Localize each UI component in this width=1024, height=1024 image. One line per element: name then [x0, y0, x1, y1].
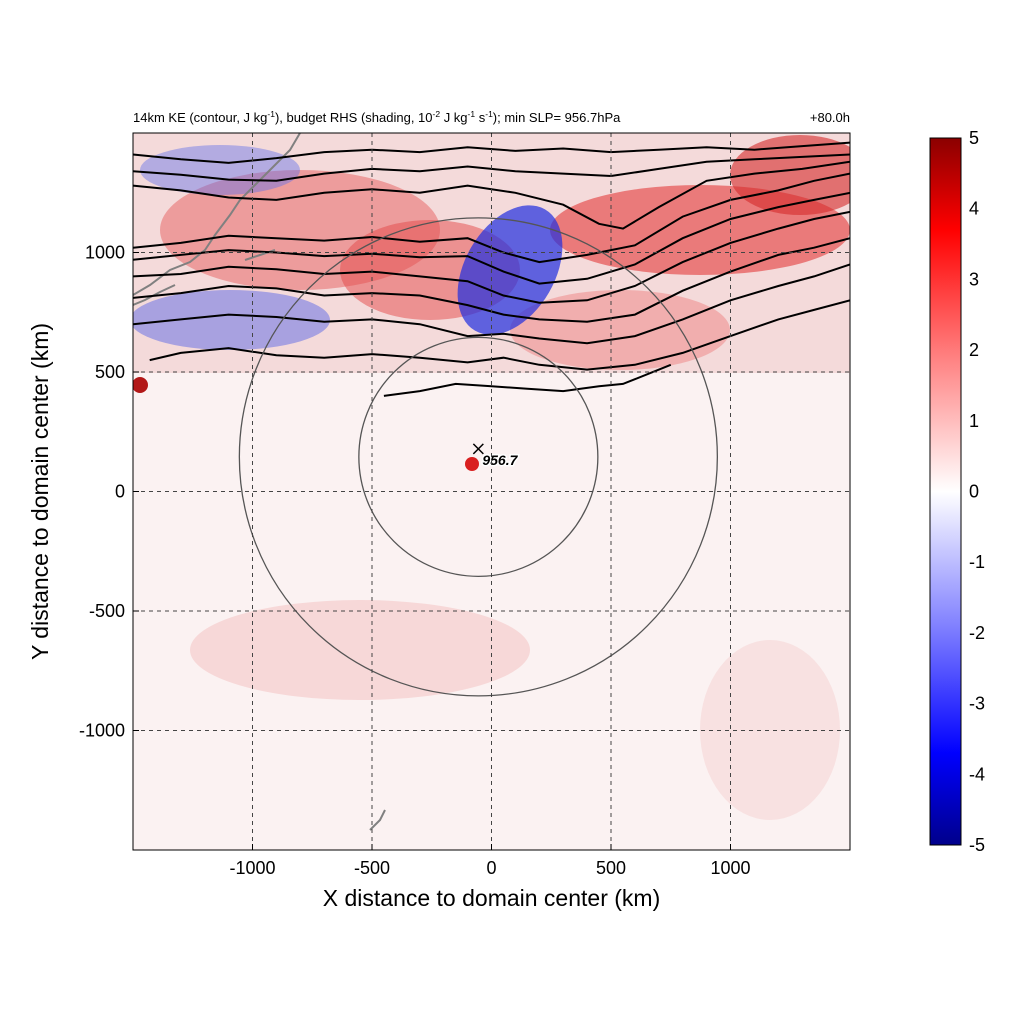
shading-patch-negative — [133, 290, 330, 350]
title-segment: ); min SLP= 956.7hPa — [493, 110, 621, 125]
ke-contour-line — [133, 210, 850, 304]
title-segment: 14km KE (contour, J kg — [133, 110, 267, 125]
storm-center-marker — [472, 443, 484, 455]
colorbar-tick-label: -5 — [969, 835, 985, 855]
storm-core-shading — [465, 457, 479, 471]
min-slp-label: 956.7 — [482, 452, 518, 468]
colorbar-tick-label: 5 — [969, 128, 979, 148]
x-tick-label: 0 — [486, 858, 496, 878]
chart-title: 14km KE (contour, J kg-1), budget RHS (s… — [133, 109, 621, 125]
x-tick-label: -1000 — [229, 858, 275, 878]
shading-patch-weak — [700, 640, 840, 820]
y-tick-label: -500 — [89, 601, 125, 621]
shading-patch-strong — [133, 377, 148, 393]
coastline — [369, 809, 386, 831]
colorbar-tick-label: 2 — [969, 340, 979, 360]
ke-contour-line — [133, 160, 850, 230]
x-tick-label: -500 — [354, 858, 390, 878]
y-axis-ticks: -1000 -500 0 500 1000 — [79, 243, 139, 741]
colorbar-tick-label: 0 — [969, 482, 979, 502]
colorbar-tick-label: -2 — [969, 623, 985, 643]
title-segment: -2 — [433, 109, 441, 119]
range-rings — [238, 217, 719, 697]
colorbar — [929, 137, 962, 846]
shading-patch-negative — [140, 145, 300, 195]
title-segment: -1 — [468, 109, 476, 119]
title-segment: ), budget RHS (shading, 10 — [275, 110, 433, 125]
ke-contour-line — [383, 363, 672, 397]
x-axis-label: X distance to domain center (km) — [323, 885, 660, 911]
colorbar-tick-label: -4 — [969, 764, 985, 784]
y-tick-label: -1000 — [79, 721, 125, 741]
title-segment: -1 — [267, 109, 275, 119]
colorbar-tick-label: -1 — [969, 552, 985, 572]
ke-contour-line — [133, 263, 850, 345]
title-segment: -1 — [485, 109, 493, 119]
ke-contour-line — [133, 191, 850, 285]
colorbar-tick-label: 1 — [969, 411, 979, 431]
title-segment: J kg — [440, 110, 467, 125]
colorbar-tick-label: 4 — [969, 199, 979, 219]
forecast-time-label: +80.0h — [810, 110, 850, 125]
colorbar-ticks: 5 4 3 2 1 0 -1 -2 -3 -4 -5 — [969, 128, 985, 855]
y-tick-label: 0 — [115, 482, 125, 502]
ke-contour-line — [133, 237, 850, 323]
ke-contour-line — [149, 299, 850, 371]
range-ring — [358, 336, 599, 577]
x-tick-label: 500 — [596, 858, 626, 878]
x-tick-label: 1000 — [710, 858, 750, 878]
title-segment: s — [475, 110, 486, 125]
y-axis-label: Y distance to domain center (km) — [27, 323, 53, 660]
y-tick-label: 1000 — [85, 243, 125, 263]
shading-patch-weak — [190, 600, 530, 700]
shading-patch-positive — [510, 290, 730, 370]
x-axis-ticks: -1000 -500 0 500 1000 — [229, 844, 751, 878]
coastline — [133, 133, 301, 296]
colorbar-tick-label: -3 — [969, 694, 985, 714]
y-tick-label: 500 — [95, 362, 125, 382]
colorbar-tick-label: 3 — [969, 269, 979, 289]
range-ring — [238, 217, 719, 697]
